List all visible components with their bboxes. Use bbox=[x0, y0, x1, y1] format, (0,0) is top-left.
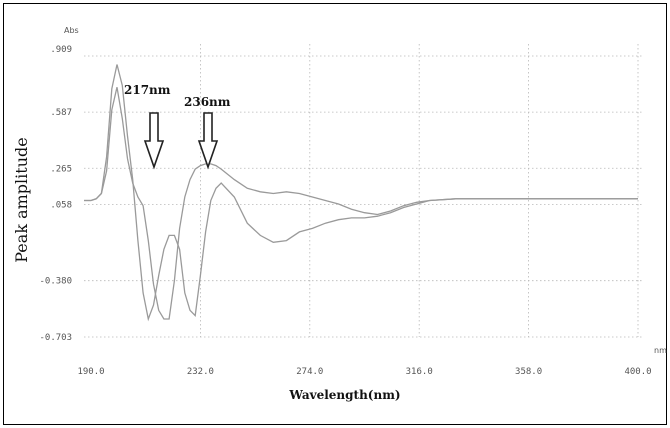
y-tick-label: -0.380 bbox=[39, 277, 72, 287]
y-tick-label: .058 bbox=[50, 200, 72, 210]
y-axis-title: Peak amplitude bbox=[12, 137, 31, 262]
chart-frame bbox=[3, 3, 667, 425]
x-tick-label: 316.0 bbox=[406, 367, 433, 377]
arrow-down-icon-236nm bbox=[197, 112, 219, 170]
annotation-217nm-label: 217nm bbox=[124, 83, 171, 97]
x-axis-title: Wavelength(nm) bbox=[288, 388, 400, 402]
x-tick-label: 358.0 bbox=[515, 367, 542, 377]
y-tick-label: -0.703 bbox=[39, 333, 72, 343]
y-tick-label: .587 bbox=[50, 108, 72, 118]
grid-layer bbox=[84, 44, 642, 338]
x-tick-label: 232.0 bbox=[187, 367, 214, 377]
series-line-2 bbox=[84, 64, 638, 322]
arrow-down-icon-217nm bbox=[143, 112, 165, 170]
x-tick-label: 400.0 bbox=[624, 367, 651, 377]
x-unit-label: nm bbox=[654, 346, 667, 355]
y-tick-label: .909 bbox=[50, 45, 72, 55]
x-tick-label: 190.0 bbox=[77, 367, 104, 377]
y-unit-label: Abs bbox=[64, 26, 79, 35]
annotation-236nm-label: 236nm bbox=[184, 95, 231, 109]
label-layer: .909 .587 .265 .058 -0.380 -0.703 190.0 232.0 27… bbox=[39, 45, 651, 377]
x-tick-label: 274.0 bbox=[296, 367, 323, 377]
curve-layer bbox=[84, 64, 638, 322]
y-tick-label: .265 bbox=[50, 164, 72, 174]
series-line-1 bbox=[84, 87, 638, 320]
